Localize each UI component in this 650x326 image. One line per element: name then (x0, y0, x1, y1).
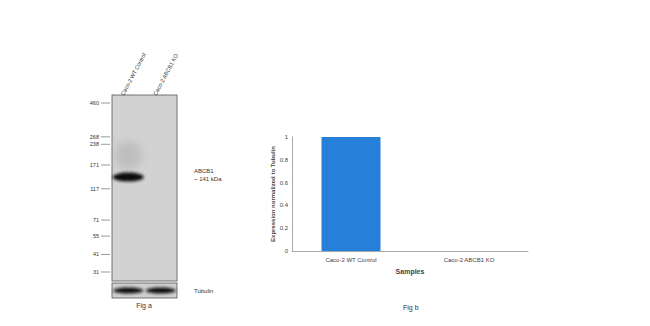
svg-text:0.6: 0.6 (280, 180, 289, 186)
svg-text:Caco-2 WT Control: Caco-2 WT Control (325, 257, 376, 263)
svg-text:~ 141 kDa: ~ 141 kDa (194, 176, 222, 182)
svg-text:0.2: 0.2 (280, 225, 289, 231)
svg-text:Caco-2 ABCB1 KO: Caco-2 ABCB1 KO (152, 52, 179, 96)
svg-text:41: 41 (93, 251, 99, 257)
svg-text:1: 1 (285, 134, 289, 140)
svg-text:Fig b: Fig b (403, 304, 419, 312)
svg-text:0.8: 0.8 (280, 157, 289, 163)
svg-text:Caco-2 WT Control: Caco-2 WT Control (120, 52, 147, 96)
svg-text:0: 0 (285, 248, 289, 254)
svg-text:Tubulin: Tubulin (194, 288, 213, 294)
svg-text:171: 171 (90, 162, 99, 168)
svg-text:Caco-2 ABCB1 KO: Caco-2 ABCB1 KO (444, 257, 495, 263)
svg-text:31: 31 (93, 269, 99, 275)
svg-text:0.4: 0.4 (280, 202, 289, 208)
svg-text:55: 55 (93, 233, 99, 239)
svg-text:71: 71 (93, 217, 99, 223)
svg-text:268: 268 (90, 134, 99, 140)
svg-text:Samples: Samples (396, 268, 425, 276)
svg-text:117: 117 (90, 186, 99, 192)
svg-text:ABCB1: ABCB1 (194, 168, 214, 174)
svg-text:Fig a: Fig a (136, 302, 152, 310)
svg-text:460: 460 (90, 100, 99, 106)
svg-text:238: 238 (90, 141, 99, 147)
svg-text:Expression normalized to Tubul: Expression normalized to Tubulin (270, 146, 276, 242)
